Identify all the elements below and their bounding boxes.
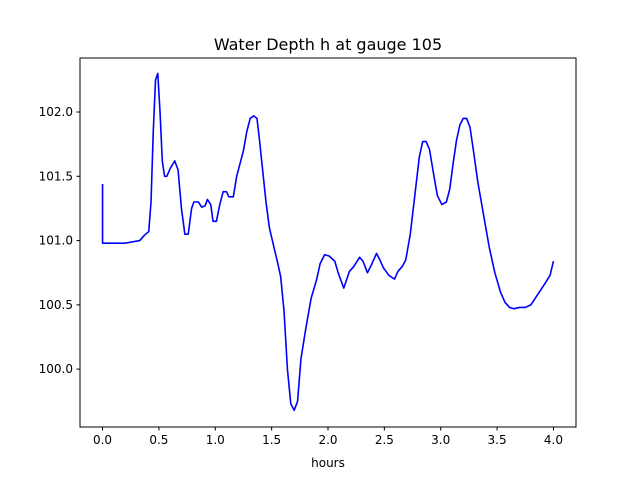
x-axis-ticks: 0.0 0.5 1.0 1.5 2.0 2.5 3.0 3.5 4.0 xyxy=(93,427,563,447)
x-tick-label: 2.5 xyxy=(375,433,394,447)
y-axis-ticks: 100.0 100.5 101.0 101.5 102.0 xyxy=(39,105,80,376)
chart-title: Water Depth h at gauge 105 xyxy=(214,35,442,54)
x-tick-label: 3.0 xyxy=(431,433,450,447)
x-tick-label: 0.0 xyxy=(93,433,112,447)
series-line-0 xyxy=(101,72,555,412)
axes-frame xyxy=(79,57,577,428)
y-tick-label: 101.5 xyxy=(39,169,73,183)
x-tick-label: 1.5 xyxy=(262,433,281,447)
y-tick-label: 102.0 xyxy=(39,105,73,119)
y-tick-label: 100.5 xyxy=(39,298,73,312)
x-tick-label: 1.0 xyxy=(206,433,225,447)
x-tick-label: 0.5 xyxy=(149,433,168,447)
x-tick-label: 3.5 xyxy=(488,433,507,447)
y-tick-label: 100.0 xyxy=(39,362,73,376)
plot-area xyxy=(101,72,555,412)
x-axis-label: hours xyxy=(311,456,345,470)
x-tick-label: 2.0 xyxy=(318,433,337,447)
x-tick-label: 4.0 xyxy=(544,433,563,447)
y-tick-label: 101.0 xyxy=(39,234,73,248)
